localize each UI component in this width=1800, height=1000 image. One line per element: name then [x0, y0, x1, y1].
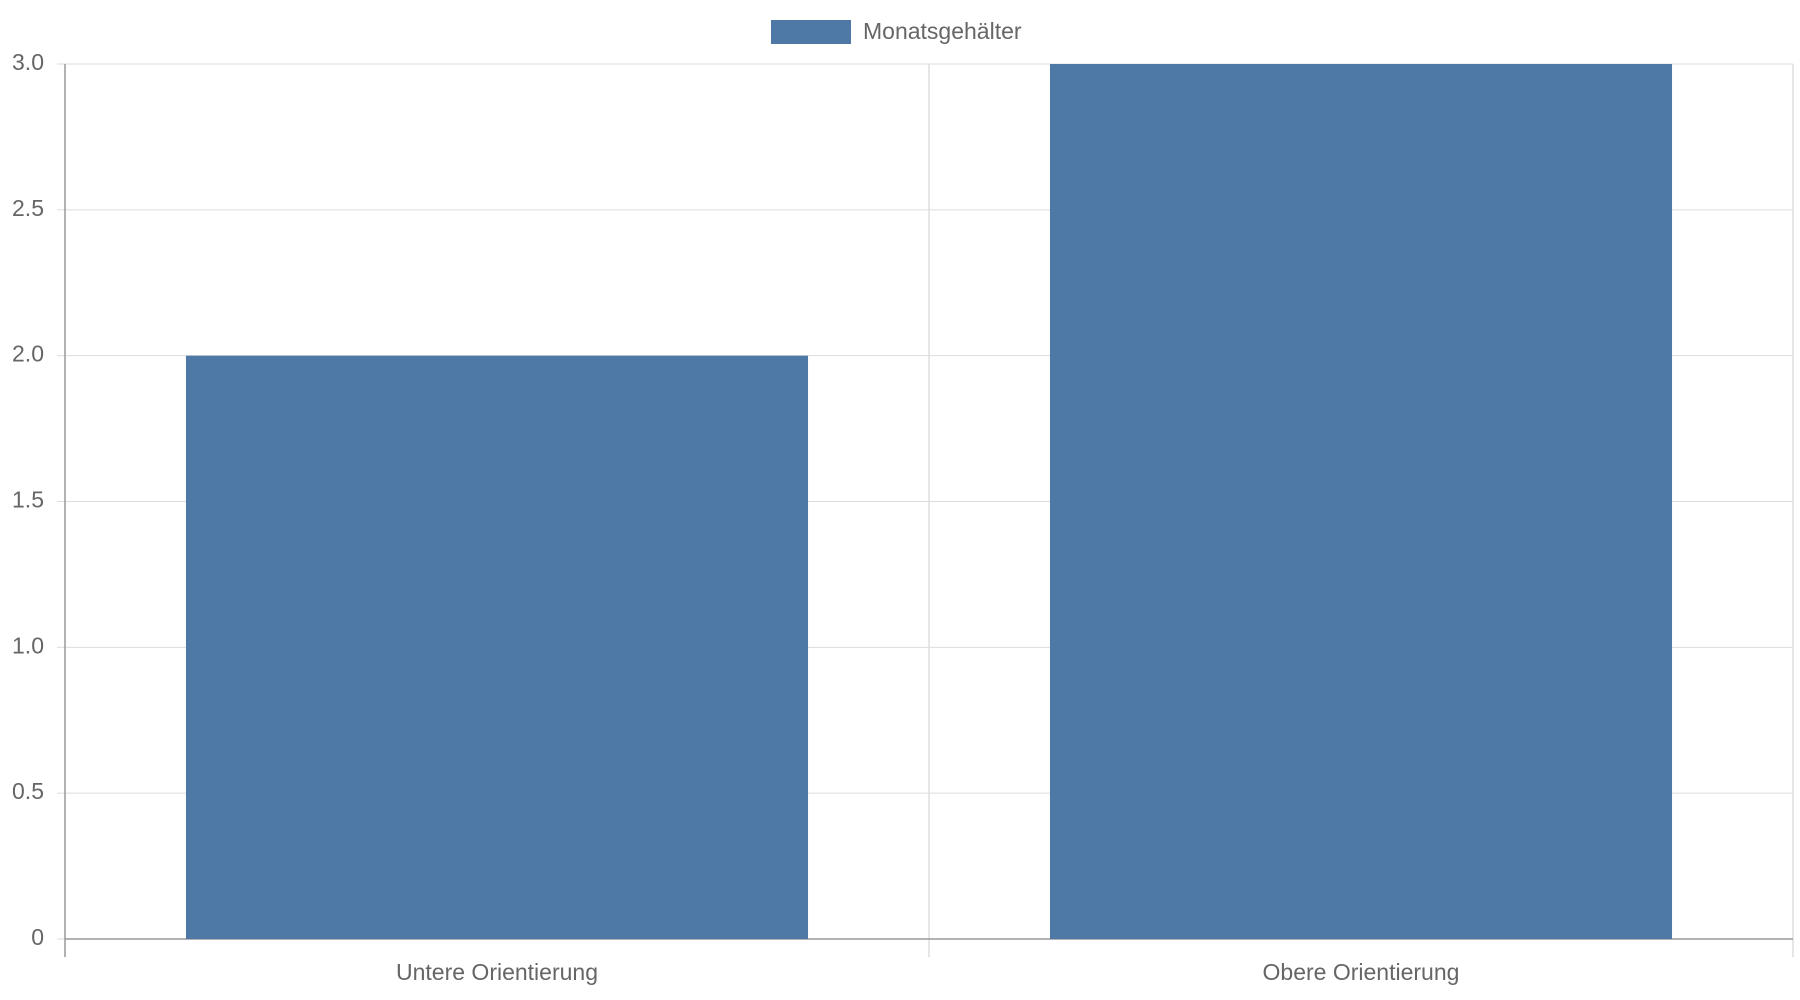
y-tick-label: 0.5	[12, 778, 44, 804]
legend-swatch	[771, 20, 851, 44]
y-tick-label: 0	[31, 924, 44, 950]
bar	[1049, 64, 1673, 939]
y-tick-label: 2.0	[12, 341, 44, 367]
y-tick-label: 2.5	[12, 195, 44, 221]
y-tick-label: 1.5	[12, 487, 44, 513]
y-tick-label: 1.0	[12, 632, 44, 658]
x-tick-label: Obere Orientierung	[1263, 959, 1460, 985]
x-tick-label: Untere Orientierung	[396, 959, 598, 985]
y-tick-label: 3.0	[12, 49, 44, 75]
legend-label: Monatsgehälter	[863, 18, 1022, 44]
bar	[185, 355, 809, 940]
